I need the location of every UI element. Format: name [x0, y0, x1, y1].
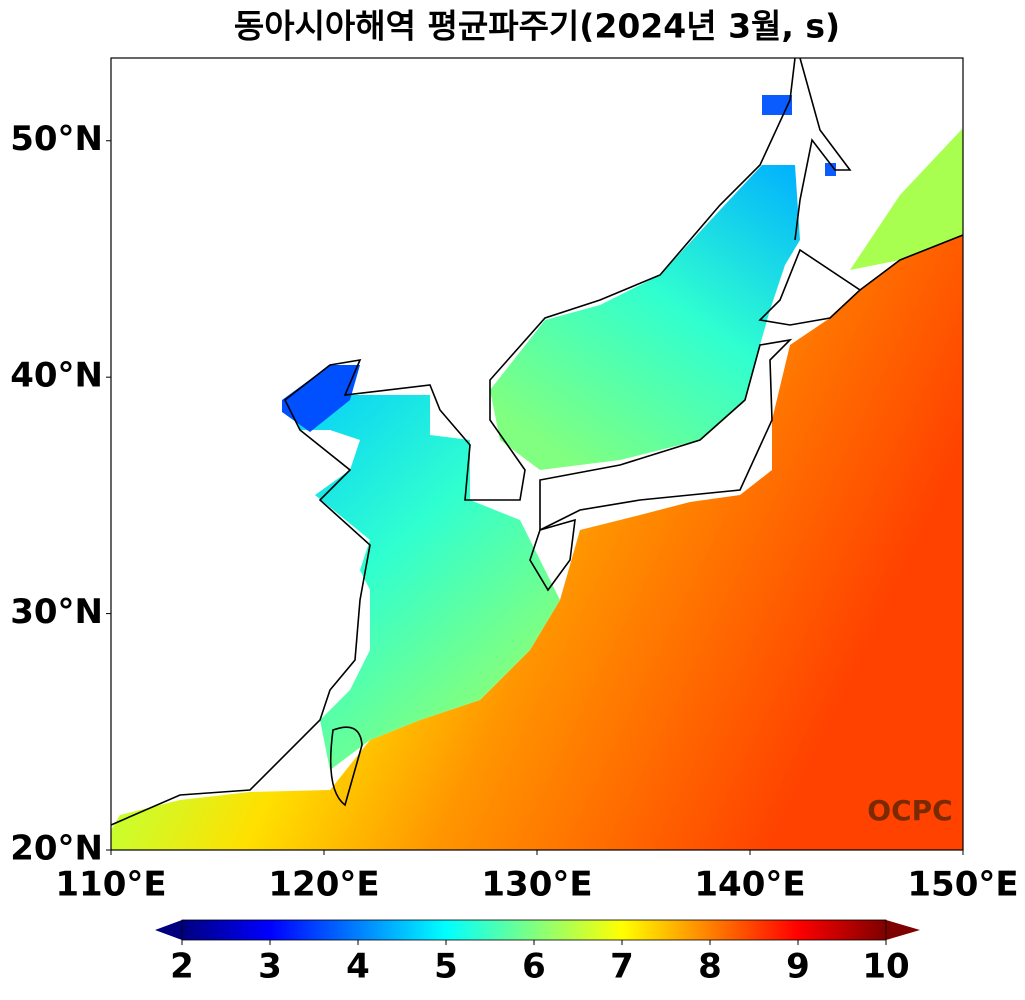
- y-tick-label: 30°N: [10, 592, 103, 632]
- x-tick-label: 150°E: [907, 865, 1018, 905]
- coastline: [794, 57, 852, 241]
- y-tick-label: 50°N: [10, 119, 103, 159]
- ocean-field: [490, 165, 800, 470]
- ocean-field: [850, 128, 963, 270]
- colorbar-tick-label: 2: [170, 947, 194, 987]
- ocean-field: [111, 235, 963, 850]
- ocean-field: [762, 95, 792, 115]
- x-tick-label: 110°E: [55, 865, 166, 905]
- watermark: OCPC: [867, 794, 952, 827]
- colorbar-tick-label: 10: [862, 947, 909, 987]
- ocean-field: [825, 163, 836, 176]
- x-tick-label: 140°E: [694, 865, 805, 905]
- colorbar-tick-label: 9: [786, 947, 810, 987]
- colorbar-extend-high: [886, 920, 920, 940]
- y-tick-label: 40°N: [10, 356, 103, 396]
- map-area: OCPC: [110, 57, 964, 851]
- y-tick-label: 20°N: [10, 829, 103, 869]
- coastline: [329, 726, 363, 807]
- x-tick-label: 130°E: [481, 865, 592, 905]
- colorbar-tick-label: 4: [346, 947, 370, 987]
- colorbar-tick-label: 8: [698, 947, 722, 987]
- x-tick-label: 120°E: [268, 865, 379, 905]
- title: 동아시아해역 평균파주기(2024년 3월, s): [234, 7, 840, 46]
- colorbar-tick-label: 3: [258, 947, 282, 987]
- colorbar-extend-low: [155, 920, 182, 940]
- colorbar-tick-label: 6: [522, 947, 546, 987]
- coastline: [529, 518, 576, 592]
- colorbar-tick-label: 7: [610, 947, 634, 987]
- ocean-field: [282, 365, 360, 432]
- colorbar-tick-label: 5: [434, 947, 458, 987]
- ocean-field: [290, 365, 560, 770]
- coastline: [539, 338, 793, 532]
- colorbar: [181, 919, 887, 941]
- coastline: [859, 234, 964, 291]
- coastline: [110, 57, 796, 826]
